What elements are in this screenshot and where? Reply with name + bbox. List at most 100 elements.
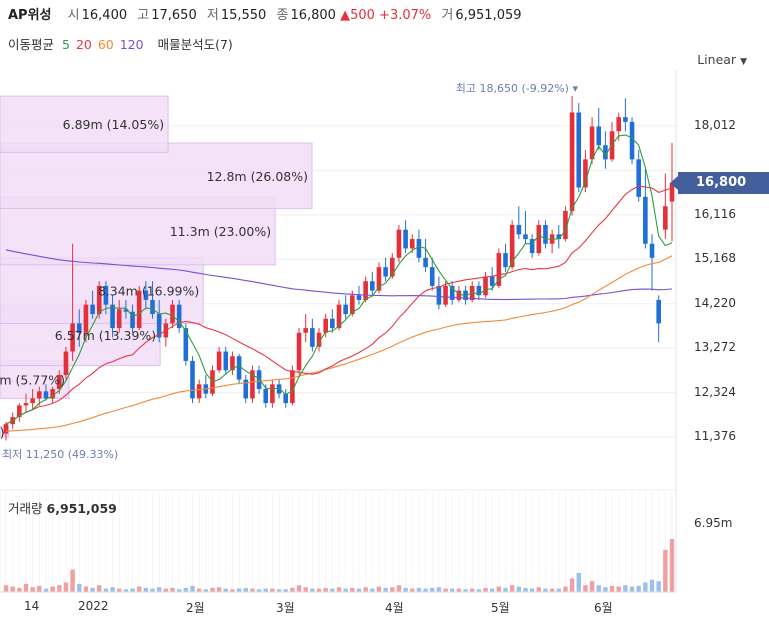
volume-bar — [636, 585, 641, 592]
volume-bar — [576, 572, 581, 592]
candle-body — [370, 281, 375, 291]
candle-body — [136, 290, 142, 329]
candle-body — [389, 257, 395, 277]
ma60-label: 60 — [97, 37, 114, 52]
candle-body — [223, 351, 229, 371]
volume-bar — [350, 587, 355, 592]
volume-bar — [483, 587, 488, 592]
x-tick-label: 4월 — [385, 601, 404, 615]
volume-bar — [190, 585, 195, 592]
candle-body — [616, 117, 622, 132]
candle-body — [256, 370, 262, 390]
candle-body — [356, 295, 362, 300]
x-tick-label: 2022 — [78, 599, 109, 613]
volume-bar — [589, 581, 595, 592]
volume-bar — [416, 587, 422, 592]
volume-bar — [336, 587, 342, 592]
candle-body — [383, 267, 388, 277]
volume-bar — [63, 582, 69, 592]
candle-body — [629, 121, 635, 160]
ma5-line — [5, 134, 673, 425]
candle-body — [623, 117, 628, 122]
volume-bar — [376, 586, 382, 592]
volume-bar — [343, 588, 348, 592]
candle-body — [583, 159, 588, 188]
high-value: 17,650 — [151, 8, 197, 23]
volume-bar — [410, 588, 415, 592]
candle-body — [276, 384, 282, 394]
volume-bar — [110, 587, 115, 592]
volume-bar — [123, 589, 129, 592]
volume-bar — [303, 587, 308, 592]
volume-bar — [556, 588, 561, 592]
volume-bar — [256, 589, 262, 592]
candle-body — [103, 285, 109, 305]
volume-bar — [463, 589, 468, 592]
x-tick-label: 2월 — [186, 601, 205, 615]
candle-body — [663, 206, 668, 230]
volume-bar — [210, 587, 215, 592]
volume-bar — [250, 588, 255, 592]
volume-bar — [196, 588, 202, 592]
candle-body — [596, 126, 602, 146]
volume-bar — [10, 586, 15, 592]
current-price-tag: 16,800 — [670, 172, 769, 194]
volume-axis-label: 6.95m — [694, 516, 733, 530]
volume-bar — [609, 585, 615, 592]
candle-body — [230, 356, 235, 371]
volume-bar — [330, 588, 335, 592]
y-tick-label: 14,220 — [694, 295, 736, 310]
candle-body — [409, 239, 415, 249]
volume-bar — [470, 588, 475, 592]
candle-body — [130, 311, 135, 329]
volume-bar — [396, 585, 402, 592]
min-price-annotation: 최저 11,250 (49.33%) — [2, 448, 118, 461]
volume-title: 거래량 6,951,059 — [8, 498, 117, 517]
ma60-line — [5, 255, 673, 432]
volume-bar — [583, 585, 588, 592]
candle-body — [463, 290, 468, 300]
candle-body — [37, 391, 42, 399]
volume-bar — [310, 588, 315, 592]
candle-body — [83, 304, 89, 333]
volume-bar — [263, 588, 268, 592]
candle-body — [496, 253, 502, 286]
x-tick-label: 3월 — [276, 601, 295, 615]
volume-bar — [669, 538, 675, 592]
ma20-label: 20 — [75, 37, 92, 52]
volume-bar — [403, 587, 408, 592]
candle-body — [423, 257, 428, 268]
candle-body — [3, 424, 9, 434]
candle-body — [216, 351, 222, 371]
candle-body — [310, 328, 315, 347]
scale-dropdown[interactable]: Linear ▼ — [697, 52, 747, 67]
volume-bar — [529, 588, 535, 592]
volume-bar — [90, 587, 95, 592]
candle-body — [330, 318, 335, 329]
candle-body — [576, 112, 582, 188]
ma120-line — [5, 249, 673, 301]
volume-bar — [390, 587, 395, 592]
moving-average-legend[interactable]: 이동평균 5 20 60 120 매물분석도(7) — [8, 34, 237, 53]
volume-bar — [30, 587, 35, 592]
candle-body — [529, 239, 535, 254]
volume-bar — [316, 588, 322, 592]
volume-bar — [83, 586, 89, 592]
volume-bar — [223, 588, 228, 592]
open-value: 16,400 — [81, 8, 128, 23]
candle-body — [110, 304, 115, 329]
candle-body — [516, 224, 522, 235]
y-tick-label: 15,168 — [694, 251, 736, 266]
volume-bar — [430, 587, 435, 592]
volume-bar — [163, 588, 169, 592]
y-tick-label: 18,012 — [694, 118, 736, 132]
volume-bar — [616, 586, 621, 592]
volume-bar — [156, 587, 162, 592]
candle-body — [23, 403, 29, 406]
stock-name: AP위성 — [8, 8, 52, 23]
candle-body — [603, 145, 608, 160]
volume-bar — [70, 569, 75, 592]
candle-body — [30, 398, 35, 404]
candle-body — [263, 389, 269, 404]
